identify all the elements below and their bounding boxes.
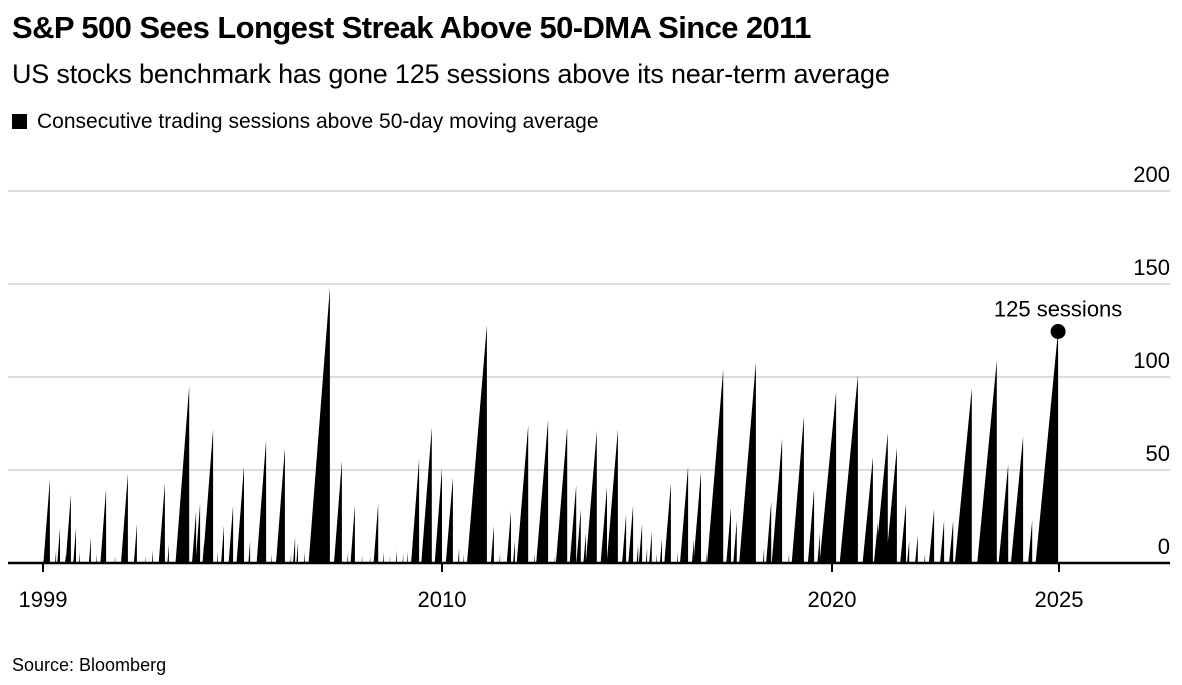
legend: Consecutive trading sessions above 50-da… xyxy=(12,110,1170,134)
legend-label: Consecutive trading sessions above 50-da… xyxy=(37,109,599,133)
gridlines xyxy=(8,190,1170,471)
svg-text:2025: 2025 xyxy=(1035,587,1084,612)
svg-text:150: 150 xyxy=(1133,255,1170,280)
streak-series xyxy=(43,287,1059,563)
source-text: Source: Bloomberg xyxy=(12,655,167,675)
chart-title: S&P 500 Sees Longest Streak Above 50-DMA… xyxy=(12,10,811,45)
svg-text:100: 100 xyxy=(1133,348,1170,373)
svg-text:1999: 1999 xyxy=(19,587,68,612)
svg-text:200: 200 xyxy=(1133,162,1170,187)
y-axis-labels: 0 50 100 150 200 xyxy=(1133,162,1170,559)
x-axis-ticks xyxy=(42,563,1060,572)
svg-text:2010: 2010 xyxy=(418,587,467,612)
svg-text:50: 50 xyxy=(1146,441,1170,466)
annotation-125-sessions: 125 sessions xyxy=(994,297,1122,339)
x-axis-labels: 1999 2010 2020 2025 xyxy=(19,587,1084,612)
peak-dot-marker xyxy=(1050,324,1066,339)
legend-swatch-icon xyxy=(12,114,27,130)
svg-text:0: 0 xyxy=(1158,534,1170,559)
annotation-label: 125 sessions xyxy=(994,297,1122,322)
streak-spike-chart: 0 50 100 150 200 1999 2010 2020 2025 125 sessions xyxy=(8,162,1170,612)
svg-text:2020: 2020 xyxy=(808,587,857,612)
chart-subtitle: US stocks benchmark has gone 125 session… xyxy=(12,58,890,89)
